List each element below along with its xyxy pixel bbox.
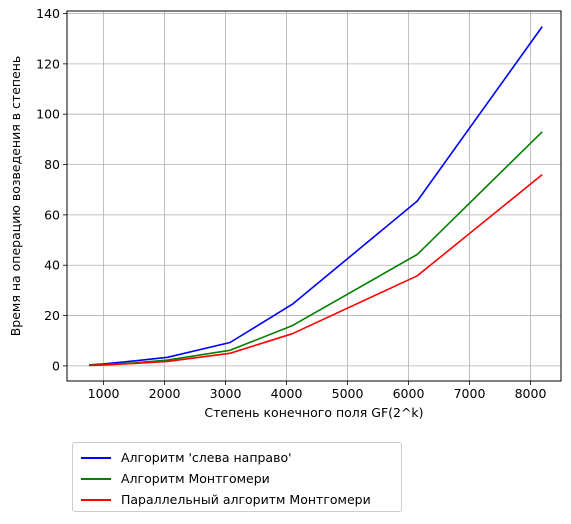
x-axis-label: Степень конечного поля GF(2^k): [204, 405, 423, 420]
legend: Алгоритм 'слева направо' Алгоритм Монтго…: [72, 442, 402, 512]
x-tick-label: 3000: [210, 386, 242, 401]
legend-label: Алгоритм 'слева направо': [121, 450, 292, 465]
series-lines: [89, 26, 543, 367]
y-axis-label: Время на операцию возведения в степень: [8, 56, 23, 337]
y-tick-label: 20: [44, 308, 60, 323]
legend-item: Параллельный алгоритм Монтгомери: [81, 489, 393, 510]
x-tick-label: 8000: [515, 386, 547, 401]
series-line-1: [89, 131, 543, 366]
legend-label: Алгоритм Монтгомери: [121, 471, 270, 486]
x-tick-label: 5000: [332, 386, 364, 401]
axis-ticks: 1000 2000 3000 4000 5000 6000 7000 8000 0 20 40 60 8…: [36, 6, 546, 401]
y-tick-label: 0: [52, 358, 60, 373]
plot-frame: [66, 10, 562, 382]
x-tick-label: 7000: [454, 386, 486, 401]
series-line-2: [89, 173, 543, 367]
y-tick-label: 80: [44, 157, 60, 172]
y-tick-label: 60: [44, 207, 60, 222]
legend-swatch: [81, 498, 111, 501]
legend-item: Алгоритм 'слева направо': [81, 447, 393, 468]
y-tick-label: 120: [36, 56, 60, 71]
x-tick-label: 1000: [88, 386, 120, 401]
y-tick-label: 100: [36, 107, 60, 122]
legend-item: Алгоритм Монтгомери: [81, 468, 393, 489]
series-line-0: [89, 26, 543, 366]
grid: [67, 11, 561, 381]
legend-label: Параллельный алгоритм Монтгомери: [121, 492, 371, 507]
legend-swatch: [81, 456, 111, 459]
legend-swatch: [81, 477, 111, 480]
x-tick-label: 6000: [393, 386, 425, 401]
y-tick-label: 40: [44, 258, 60, 273]
x-tick-label: 4000: [271, 386, 303, 401]
x-tick-label: 2000: [149, 386, 181, 401]
y-tick-label: 140: [36, 6, 60, 21]
